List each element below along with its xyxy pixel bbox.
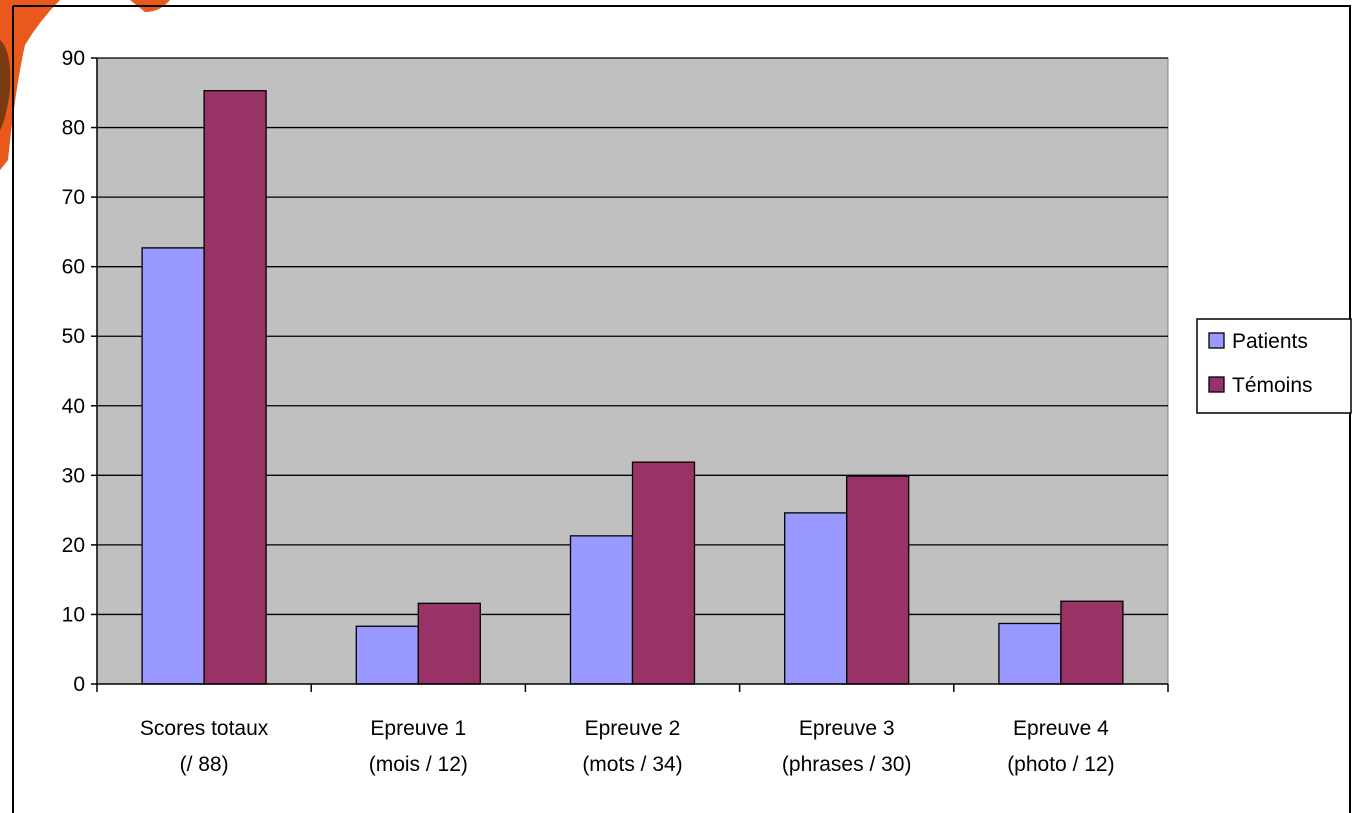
legend-label: Patients	[1232, 330, 1308, 353]
bar-t-moins	[203, 90, 267, 685]
x-tick-label: (mois / 12)	[369, 753, 468, 776]
bar-patients	[998, 622, 1062, 685]
x-tick-label: Epreuve 2	[585, 717, 681, 740]
legend: Patients Témoins	[1196, 318, 1352, 414]
bar-t-moins	[631, 461, 696, 685]
y-tick-label: 40	[62, 395, 85, 418]
axes: 0 10 20 30 40 50 60 70 80 90 Scores totaux (/ 88) Ep…	[62, 47, 1169, 776]
legend-swatch	[1208, 376, 1225, 393]
y-tick-label: 30	[62, 464, 85, 487]
plot-area	[96, 57, 1169, 685]
x-tick-label: Epreuve 3	[799, 717, 895, 740]
bar-patients	[784, 512, 848, 685]
x-tick-label: (phrases / 30)	[782, 753, 912, 776]
x-tick-label: Epreuve 1	[370, 717, 466, 740]
legend-label: Témoins	[1232, 374, 1313, 397]
bar-t-moins	[846, 475, 910, 685]
bar-t-moins	[1060, 600, 1124, 685]
bar-patients	[355, 625, 419, 685]
bar-patients	[569, 535, 634, 685]
y-tick-label: 0	[73, 673, 85, 696]
x-tick-label: Epreuve 4	[1013, 717, 1109, 740]
legend-swatch	[1208, 332, 1225, 349]
y-tick-label: 20	[62, 534, 85, 557]
x-tick-label: Scores totaux	[140, 717, 269, 740]
y-tick-label: 10	[62, 603, 85, 626]
y-tick-label: 60	[62, 256, 85, 279]
x-tick-label: (photo / 12)	[1007, 753, 1114, 776]
x-tick-label: (mots / 34)	[582, 753, 682, 776]
x-tick-label: (/ 88)	[180, 753, 229, 776]
chart-border	[12, 5, 1351, 813]
y-tick-label: 80	[62, 117, 85, 140]
y-tick-label: 90	[62, 47, 85, 70]
y-tick-label: 50	[62, 325, 85, 348]
bar-t-moins	[417, 602, 481, 685]
bar-patients	[141, 247, 205, 685]
y-tick-label: 70	[62, 186, 85, 209]
